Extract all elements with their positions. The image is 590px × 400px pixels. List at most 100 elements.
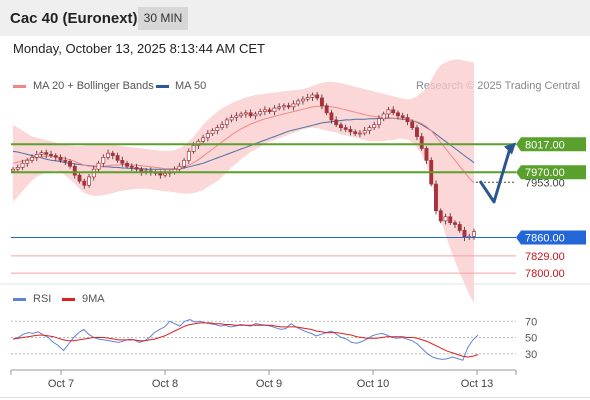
candle-down: [453, 222, 457, 225]
candle-down: [415, 127, 419, 137]
candle-up: [220, 124, 225, 129]
candle-down: [68, 161, 72, 167]
candle-up: [30, 156, 34, 161]
candle-up: [305, 97, 310, 100]
candle-up: [201, 137, 206, 142]
rsi-tick-label: 70: [525, 316, 537, 328]
candle-up: [296, 100, 301, 105]
candle-up: [258, 111, 263, 115]
candle-up: [210, 130, 215, 134]
x-axis-label: Oct 13: [461, 378, 493, 390]
scenario-arrow: [478, 148, 512, 204]
resistance-label-box: [516, 165, 586, 180]
ma9-legend-label: 9MA: [82, 293, 105, 305]
candle-down: [396, 112, 400, 117]
candle-down: [424, 148, 429, 161]
candle-down: [120, 159, 125, 164]
ma20-legend-label: MA 20 + Bollinger Bands: [33, 80, 154, 92]
candle-down: [405, 117, 410, 123]
candle-up: [87, 176, 91, 186]
candle-up: [239, 113, 244, 117]
candle-up: [472, 231, 476, 237]
candle-down: [248, 112, 253, 117]
candle-up: [20, 162, 25, 168]
candle-up: [34, 154, 39, 158]
target-label: 7800.00: [525, 268, 565, 280]
candle-up: [386, 109, 391, 115]
candle-up: [291, 103, 296, 108]
candle-down: [319, 97, 324, 107]
last-price-label: 7953.00: [525, 177, 565, 189]
candle-down: [338, 124, 343, 129]
bollinger-band: [13, 59, 474, 303]
candle-down: [353, 131, 358, 134]
candle-down: [334, 119, 339, 126]
support-label: 7860.00: [525, 233, 565, 245]
candle-up: [15, 167, 20, 170]
x-axis-label: Oct 8: [152, 378, 178, 390]
ma50-legend-swatch: [156, 85, 169, 88]
candle-down: [125, 162, 130, 167]
candle-down: [391, 109, 396, 114]
candle-up: [367, 127, 372, 131]
x-axis-label: Oct 10: [357, 378, 389, 390]
candle-down: [49, 154, 53, 156]
candle-down: [348, 129, 353, 133]
candle-down: [400, 115, 405, 118]
candle-up: [253, 113, 258, 117]
candle-down: [129, 165, 134, 168]
candle-up: [39, 152, 44, 155]
candle-up: [281, 105, 286, 108]
candle-down: [438, 210, 443, 222]
candle-down: [53, 155, 58, 158]
candle-up: [229, 117, 234, 121]
x-axis-label: Oct 9: [256, 378, 282, 390]
candle-up: [277, 106, 282, 109]
candle-up: [243, 112, 248, 115]
candle-up: [205, 133, 210, 139]
candle-down: [72, 165, 77, 176]
rsi-legend-label: RSI: [33, 293, 52, 305]
candle-up: [300, 98, 305, 102]
candle-up: [224, 119, 229, 126]
resistance-label: 8017.00: [525, 139, 565, 151]
candle-up: [191, 145, 196, 152]
ma50-legend-label: MA 50: [175, 80, 207, 92]
candle-down: [462, 230, 467, 238]
candle-down: [58, 156, 63, 161]
candle-down: [115, 155, 120, 161]
candle-up: [362, 130, 367, 134]
candle-up: [106, 152, 111, 158]
candle-up: [11, 168, 15, 172]
rsi-legend-swatch: [13, 298, 26, 301]
candle-up: [177, 165, 182, 170]
candle-down: [134, 167, 139, 170]
candle-down: [324, 105, 329, 114]
candle-down: [63, 159, 68, 162]
rsi-ma-line: [12, 322, 479, 358]
candle-down: [286, 105, 291, 108]
candle-up: [234, 115, 239, 118]
candle-up: [262, 109, 267, 112]
candle-up: [376, 118, 381, 126]
rsi-tick-label: 30: [525, 349, 537, 361]
ma9-legend-swatch: [62, 298, 75, 301]
candle-down: [419, 136, 424, 149]
candle-up: [182, 159, 187, 167]
header-bar: Cac 40 (Euronext) 30 MIN: [0, 0, 590, 36]
support-label-box: [516, 230, 586, 245]
chart-datetime: Monday, October 13, 2025 8:13:44 AM CET: [13, 41, 265, 56]
candle-up: [310, 94, 315, 98]
candle-down: [448, 216, 453, 224]
interval-button[interactable]: 30 MIN: [138, 7, 188, 30]
candle-down: [267, 109, 272, 112]
candle-up: [381, 113, 386, 120]
candle-down: [410, 121, 415, 129]
candle-up: [372, 124, 377, 129]
candle-down: [110, 152, 115, 156]
candle-up: [25, 159, 30, 164]
ma20-line: [12, 105, 475, 184]
candle-down: [315, 94, 320, 99]
rsi-tick-label: 50: [525, 333, 537, 345]
